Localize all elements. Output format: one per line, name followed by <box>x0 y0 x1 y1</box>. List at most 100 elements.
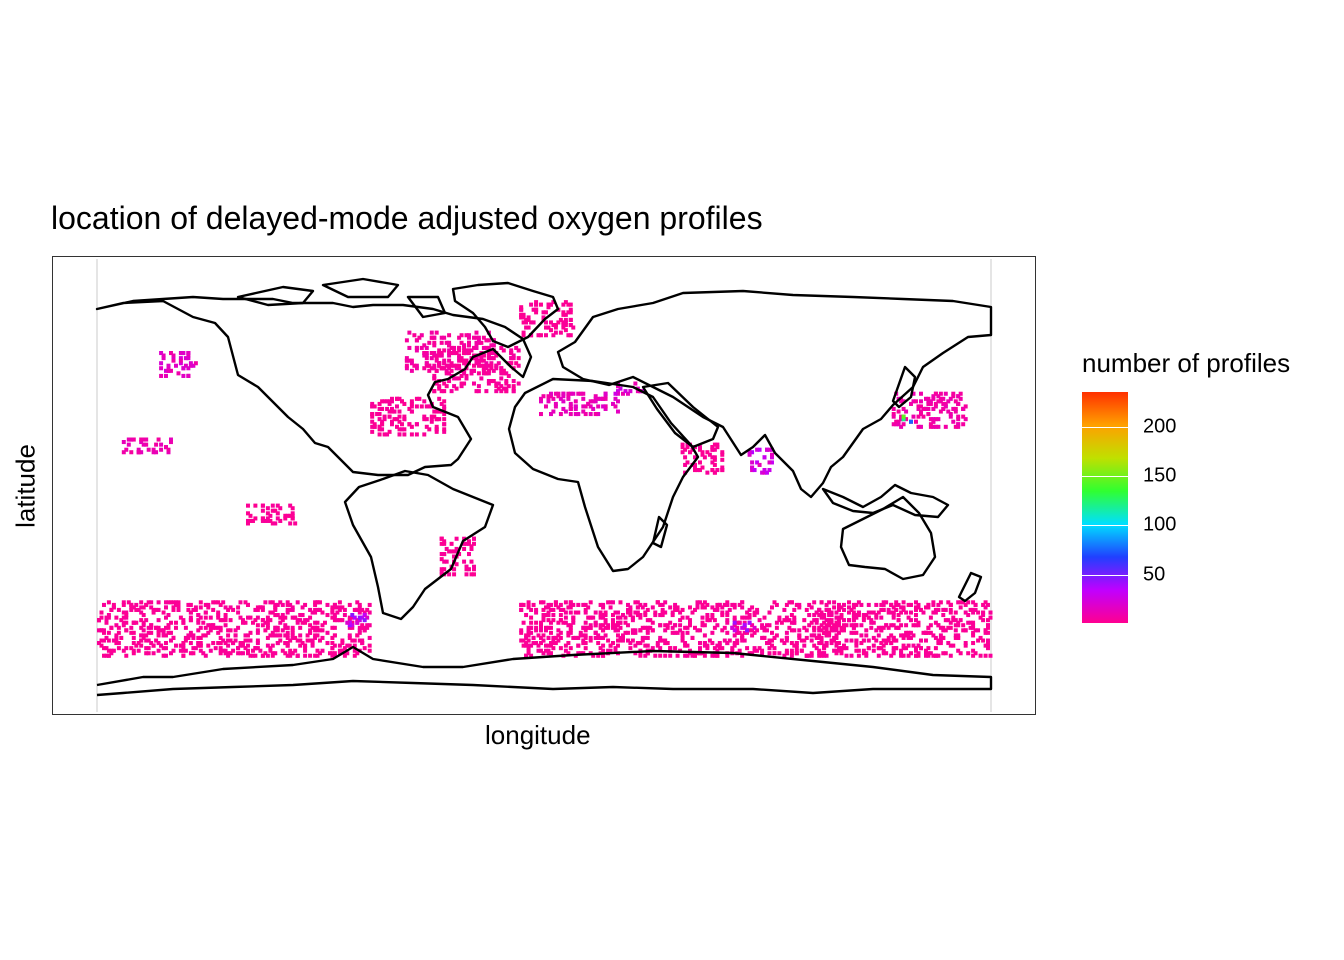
profile-cell <box>678 623 682 627</box>
profile-cell <box>760 626 764 630</box>
profile-cell <box>954 628 958 632</box>
profile-cell <box>470 560 474 564</box>
profile-cell <box>986 644 990 648</box>
profile-cell <box>926 626 930 630</box>
profile-cell <box>907 603 911 607</box>
profile-cell <box>132 636 136 640</box>
profile-cell <box>224 613 228 617</box>
profile-cell <box>142 628 146 632</box>
profile-cell <box>564 410 568 414</box>
profile-cell <box>576 644 580 648</box>
profile-cell <box>472 382 476 386</box>
profile-cell <box>730 603 734 607</box>
profile-cell <box>380 422 384 426</box>
profile-cell <box>919 639 923 643</box>
profile-cell <box>715 654 719 658</box>
profile-cell <box>703 654 707 658</box>
profile-cell <box>720 613 724 617</box>
profile-cell <box>527 639 531 643</box>
profile-cell <box>226 639 230 643</box>
profile-cell <box>902 600 906 604</box>
profile-cell <box>363 618 367 622</box>
profile-cell <box>733 616 737 620</box>
profile-cell <box>147 448 151 452</box>
profile-cell <box>122 600 126 604</box>
profile-cell <box>902 605 906 609</box>
profile-cell <box>569 333 573 337</box>
profile-cell <box>164 374 168 378</box>
profile-cell <box>544 310 548 314</box>
profile-cell <box>159 361 163 365</box>
profile-cell <box>286 641 290 645</box>
profile-cell <box>529 644 533 648</box>
profile-cell <box>892 415 896 419</box>
profile-cell <box>842 644 846 648</box>
profile-cell <box>842 603 846 607</box>
profile-cell <box>271 509 275 513</box>
profile-cell <box>564 320 568 324</box>
profile-cell <box>725 631 729 635</box>
profile-cell <box>241 621 245 625</box>
profile-cell <box>330 611 334 615</box>
profile-cell <box>872 649 876 653</box>
profile-cell <box>465 572 469 576</box>
profile-cell <box>616 616 620 620</box>
profile-cell <box>117 626 121 630</box>
profile-cell <box>430 351 434 355</box>
profile-cell <box>986 618 990 622</box>
profile-cell <box>172 359 176 363</box>
profile-cell <box>974 628 978 632</box>
profile-cell <box>882 603 886 607</box>
profile-cell <box>353 654 357 658</box>
profile-cell <box>606 639 610 643</box>
profile-cell <box>549 303 553 307</box>
profile-cell <box>897 618 901 622</box>
profile-cell <box>827 613 831 617</box>
profile-cell <box>470 371 474 375</box>
profile-cell <box>442 567 446 571</box>
profile-cell <box>407 422 411 426</box>
profile-cell <box>117 641 121 645</box>
profile-cell <box>298 639 302 643</box>
profile-cell <box>832 600 836 604</box>
profile-cell <box>624 631 628 635</box>
profile-cell <box>181 366 185 370</box>
profile-cell <box>157 600 161 604</box>
profile-cell <box>941 608 945 612</box>
profile-cell <box>569 646 573 650</box>
profile-cell <box>385 407 389 411</box>
profile-cell <box>850 639 854 643</box>
profile-cell <box>671 611 675 615</box>
profile-cell <box>452 572 456 576</box>
profile-cell <box>537 649 541 653</box>
profile-cell <box>606 600 610 604</box>
profile-cell <box>465 376 469 380</box>
profile-cell <box>432 376 436 380</box>
profile-cell <box>127 600 131 604</box>
profile-cell <box>564 600 568 604</box>
profile-cell <box>867 639 871 643</box>
profile-cell <box>730 646 734 650</box>
profile-cell <box>765 448 769 452</box>
profile-cell <box>278 506 282 510</box>
profile-cell <box>519 631 523 635</box>
profile-cell <box>360 623 364 627</box>
profile-cell <box>303 654 307 658</box>
profile-cell <box>402 415 406 419</box>
profile-cell <box>802 639 806 643</box>
profile-cell <box>360 608 364 612</box>
chart-title: location of delayed-mode adjusted oxygen… <box>51 200 763 237</box>
profile-cell <box>144 651 148 655</box>
profile-cell <box>532 636 536 640</box>
profile-cell <box>172 354 176 358</box>
profile-cell <box>129 450 133 454</box>
profile-cell <box>437 361 441 365</box>
profile-cell <box>457 376 461 380</box>
profile-cell <box>584 641 588 645</box>
profile-cell <box>879 616 883 620</box>
profile-cell <box>229 628 233 632</box>
profile-cell <box>422 354 426 358</box>
profile-cell <box>425 404 429 408</box>
profile-cell <box>487 338 491 342</box>
profile-cell <box>544 333 548 337</box>
